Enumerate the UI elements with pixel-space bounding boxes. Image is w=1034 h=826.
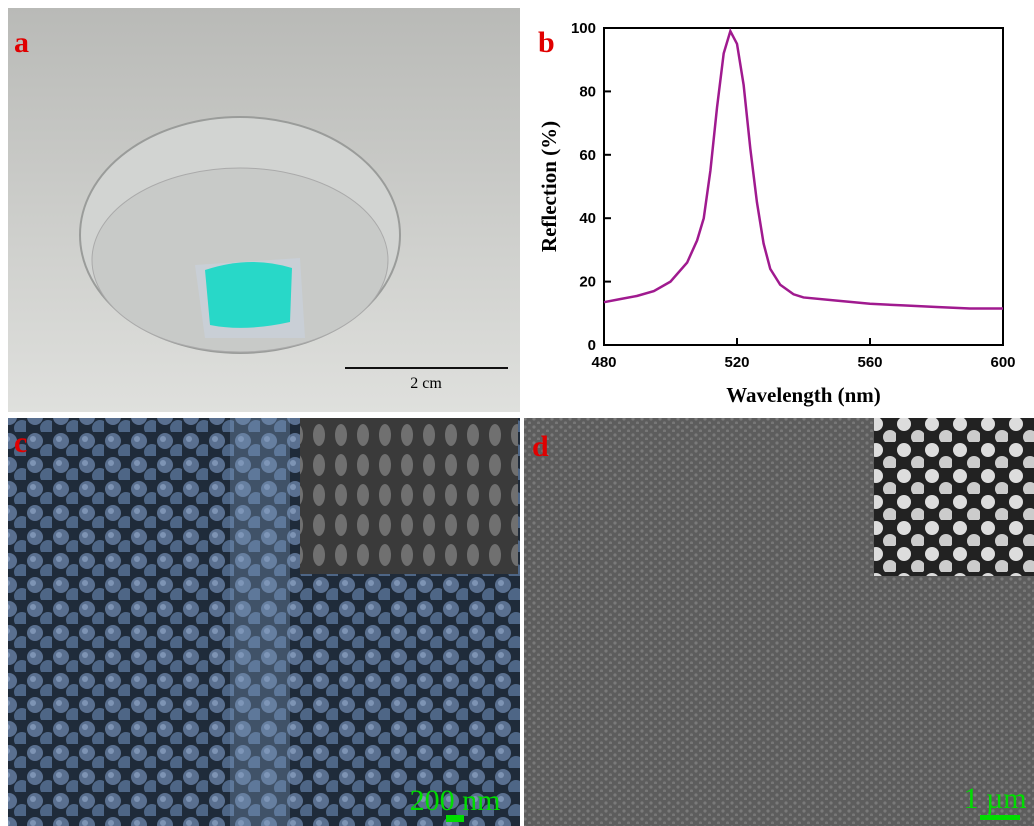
- panel-label: a: [14, 26, 29, 59]
- x-tick-label: 520: [724, 354, 749, 371]
- inset: [300, 418, 518, 574]
- figure: 2 cm a b 480 520 560 600 0 20 40 60 80 100 Wavelen…: [0, 0, 1034, 826]
- scale-bar: [446, 815, 464, 822]
- y-tick-label: 20: [579, 274, 596, 291]
- x-tick-label: 480: [591, 354, 616, 371]
- film: [205, 262, 292, 328]
- y-tick-label: 80: [579, 83, 596, 100]
- panel-label: b: [538, 26, 555, 59]
- data-line: [604, 31, 1003, 308]
- scale-label: 2 cm: [410, 375, 442, 392]
- inset: [874, 418, 1034, 576]
- scale-bar: [980, 815, 1020, 820]
- panel-label: d: [532, 430, 549, 463]
- panel-label: c: [14, 426, 27, 459]
- y-axis-label: Reflection (%): [537, 121, 561, 252]
- x-tick-label: 600: [990, 354, 1015, 371]
- y-tick-label: 0: [588, 337, 596, 354]
- y-tick-label: 100: [571, 20, 596, 37]
- y-tick-label: 60: [579, 147, 596, 164]
- scale-label: 1 µm: [963, 782, 1026, 815]
- chart: 480 520 560 600 0 20 40 60 80 100 Wavelength (nm) R…: [537, 20, 1016, 407]
- y-tick-label: 40: [579, 210, 596, 227]
- ridge: [230, 418, 290, 826]
- x-axis-label: Wavelength (nm): [726, 383, 881, 407]
- x-tick-label: 560: [857, 354, 882, 371]
- scale-label: 200 nm: [410, 784, 501, 817]
